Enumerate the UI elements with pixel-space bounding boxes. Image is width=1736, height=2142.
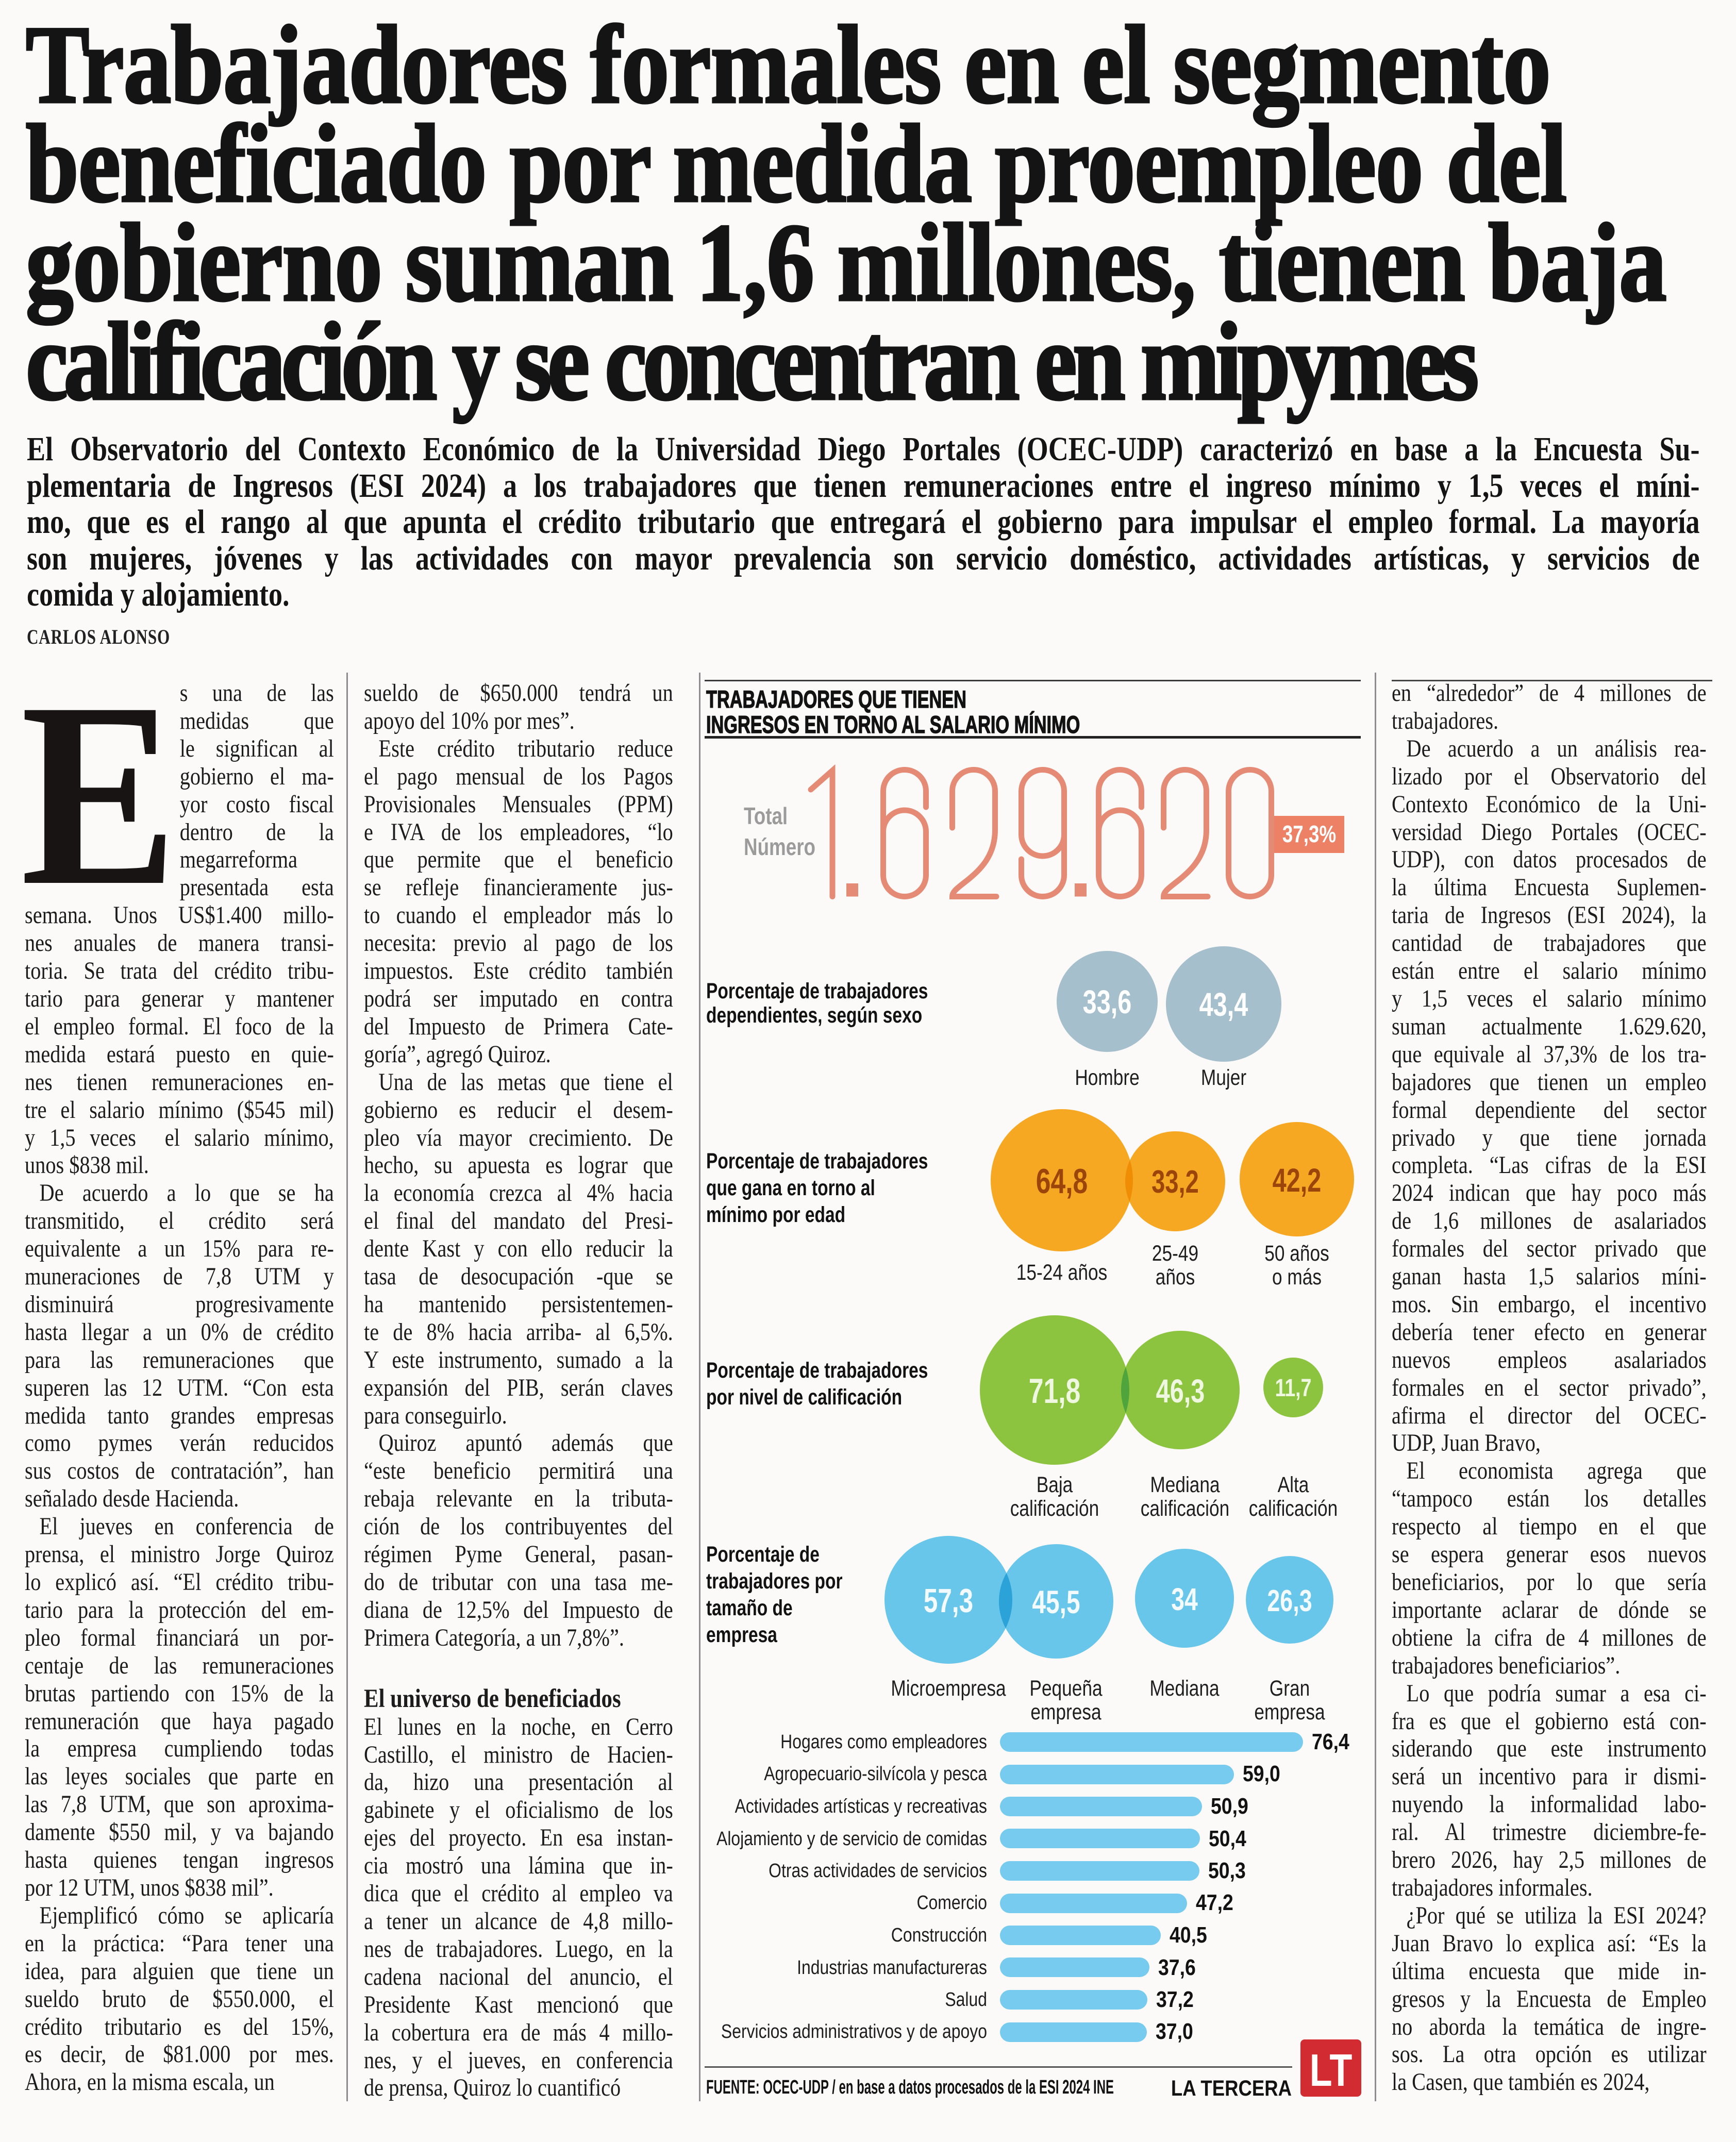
svg-text:Mujer: Mujer [1201,1065,1246,1090]
svg-text:76,4: 76,4 [1312,1729,1349,1754]
svg-text:15-24 años: 15-24 años [1016,1260,1107,1285]
svg-text:50,9: 50,9 [1211,1793,1248,1819]
svg-text:57,3: 57,3 [924,1583,973,1620]
svg-text:Mediana: Mediana [1150,1472,1220,1497]
svg-text:50,4: 50,4 [1209,1826,1246,1851]
svg-text:Porcentaje de: Porcentaje de [706,1542,820,1567]
svg-text:Pequeña: Pequeña [1029,1676,1102,1701]
svg-text:por nivel de calificación: por nivel de calificación [706,1385,902,1410]
svg-text:33,6: 33,6 [1083,984,1132,1021]
svg-text:Otras actividades de servicios: Otras actividades de servicios [769,1860,987,1881]
svg-text:33,2: 33,2 [1151,1164,1199,1200]
svg-text:mínimo por edad: mínimo por edad [706,1202,845,1227]
svg-text:empresa: empresa [706,1622,777,1647]
svg-text:tamaño de: tamaño de [706,1596,793,1620]
svg-text:37,2: 37,2 [1156,1986,1194,2012]
svg-text:LA TERCERA: LA TERCERA [1171,2076,1292,2100]
svg-text:Actividades artísticas y recre: Actividades artísticas y recreativas [735,1795,987,1817]
svg-text:46,3: 46,3 [1156,1374,1205,1410]
svg-text:42,2: 42,2 [1273,1163,1322,1199]
svg-text:34: 34 [1171,1582,1198,1617]
svg-text:25-49: 25-49 [1152,1241,1198,1266]
svg-text:LT: LT [1310,2045,1353,2096]
svg-text:INGRESOS EN TORNO AL SALARIO M: INGRESOS EN TORNO AL SALARIO MÍNIMO [706,711,1080,739]
svg-text:Número: Número [744,833,815,860]
svg-text:59,0: 59,0 [1243,1761,1280,1786]
svg-text:Porcentaje de trabajadores: Porcentaje de trabajadores [706,1358,928,1383]
svg-text:26,3: 26,3 [1267,1584,1312,1618]
svg-text:años: años [1156,1265,1195,1290]
svg-text:Construcción: Construcción [891,1924,987,1946]
svg-text:TRABAJADORES QUE TIENEN: TRABAJADORES QUE TIENEN [706,686,966,713]
svg-text:trabajadores por: trabajadores por [706,1569,843,1594]
svg-text:calificación: calificación [1010,1496,1099,1521]
svg-text:37,3%: 37,3% [1282,821,1336,847]
svg-text:Porcentaje de trabajadores: Porcentaje de trabajadores [706,1149,928,1174]
svg-text:Gran: Gran [1270,1676,1310,1701]
svg-text:11,7: 11,7 [1275,1375,1312,1402]
svg-text:Mediana: Mediana [1149,1676,1219,1701]
svg-text:47,2: 47,2 [1196,1889,1233,1915]
svg-text:Total: Total [744,802,788,829]
svg-text:calificación: calificación [1141,1496,1229,1521]
svg-text:FUENTE: OCEC-UDP / en base a d: FUENTE: OCEC-UDP / en base a datos proce… [706,2076,1114,2098]
svg-text:dependientes, según sexo: dependientes, según sexo [706,1003,922,1028]
svg-text:37,6: 37,6 [1158,1954,1196,1980]
svg-text:Alta: Alta [1278,1472,1309,1497]
svg-text:que gana en torno al: que gana en torno al [706,1176,875,1200]
svg-text:Alojamiento y de servicio de c: Alojamiento y de servicio de comidas [716,1828,987,1849]
svg-text:Salud: Salud [945,1988,987,2010]
svg-text:43,4: 43,4 [1199,987,1248,1024]
svg-text:Microempresa: Microempresa [891,1676,1006,1701]
svg-text:Hombre: Hombre [1075,1065,1139,1090]
svg-text:Baja: Baja [1037,1472,1073,1497]
svg-text:Agropecuario-silvícola y pesca: Agropecuario-silvícola y pesca [764,1763,987,1784]
svg-text:Servicios administrativos y de: Servicios administrativos y de apoyo [721,2020,987,2042]
svg-text:empresa: empresa [1254,1700,1325,1725]
svg-text:40,5: 40,5 [1170,1922,1207,1948]
svg-text:45,5: 45,5 [1032,1584,1080,1620]
svg-text:50 años: 50 años [1264,1241,1329,1266]
svg-text:Industrias manufactureras: Industrias manufactureras [797,1956,987,1978]
svg-text:Hogares como empleadores: Hogares como empleadores [780,1731,987,1752]
svg-text:empresa: empresa [1030,1700,1101,1725]
svg-text:50,3: 50,3 [1208,1857,1246,1883]
svg-text:71,8: 71,8 [1029,1371,1081,1411]
svg-text:Porcentaje de trabajadores: Porcentaje de trabajadores [706,979,928,1003]
svg-text:Comercio: Comercio [916,1892,987,1913]
svg-text:calificación: calificación [1249,1496,1338,1521]
svg-text:o más: o más [1272,1265,1322,1290]
svg-text:64,8: 64,8 [1036,1161,1088,1201]
svg-text:37,0: 37,0 [1156,2018,1193,2044]
